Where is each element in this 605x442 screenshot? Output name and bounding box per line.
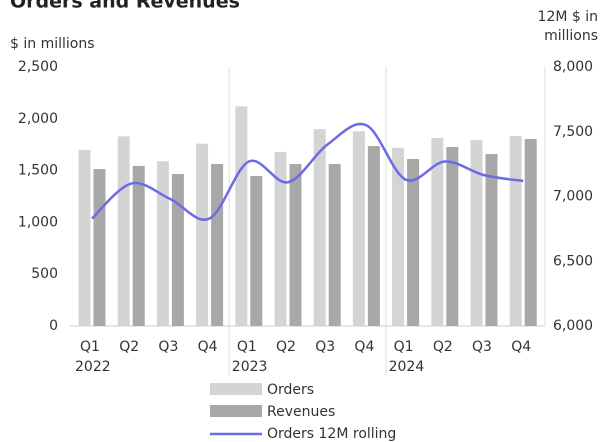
y-tick-label: 500 (31, 266, 58, 282)
bar (117, 136, 130, 326)
y-axis-label: $ in millions (10, 36, 95, 52)
x-tick-label: Q3 (315, 339, 335, 355)
y2-tick-label: 7,000 (553, 189, 593, 205)
x-tick-label: Q3 (158, 339, 178, 355)
y-tick-label: 2,000 (18, 111, 58, 127)
bar (132, 165, 145, 326)
bar (250, 175, 263, 326)
bar (328, 163, 341, 326)
bar (93, 169, 106, 326)
x-tick-label: Q4 (511, 339, 531, 355)
x-tick-label: Q1 (237, 339, 257, 355)
y2-tick-label: 8,000 (553, 59, 593, 75)
bar (196, 143, 209, 326)
bar (407, 158, 420, 326)
legend-swatch (210, 405, 262, 417)
y-tick-label: 0 (49, 318, 58, 334)
x-tick-label: Q2 (276, 339, 296, 355)
y2-axis-label: 12M $ in (538, 9, 598, 25)
bar (509, 135, 522, 326)
bar (289, 163, 302, 326)
bar (392, 147, 405, 326)
x-tick-label: Q4 (354, 339, 374, 355)
bar (156, 161, 169, 326)
bar (431, 137, 444, 326)
x-tick-label: Q4 (198, 339, 218, 355)
x-group-label: 2024 (389, 359, 425, 375)
bar (367, 146, 380, 326)
bar (470, 140, 483, 326)
y2-tick-label: 7,500 (553, 124, 593, 140)
y-tick-label: 2,500 (18, 59, 58, 75)
x-tick-label: Q2 (119, 339, 139, 355)
x-tick-label: Q2 (433, 339, 453, 355)
bar (235, 106, 248, 326)
bar (274, 151, 287, 326)
y-tick-label: 1,000 (18, 214, 58, 230)
legend-label: Revenues (267, 404, 335, 420)
y-tick-label: 1,500 (18, 163, 58, 179)
bar (211, 163, 224, 326)
x-group-label: 2022 (75, 359, 111, 375)
bar (446, 146, 459, 326)
legend-label: Orders 12M rolling (267, 426, 396, 442)
x-tick-label: Q3 (472, 339, 492, 355)
bar (485, 154, 498, 326)
bar (78, 149, 91, 326)
y2-axis-label: millions (544, 28, 598, 44)
chart-title: Orders and Revenues (10, 0, 240, 13)
y2-tick-label: 6,000 (553, 318, 593, 334)
bar (524, 139, 537, 326)
x-group-label: 2023 (232, 359, 268, 375)
bar (313, 129, 326, 326)
y2-tick-label: 6,500 (553, 253, 593, 269)
legend-swatch (210, 383, 262, 395)
x-tick-label: Q1 (80, 339, 100, 355)
legend-label: Orders (267, 382, 314, 398)
x-tick-label: Q1 (394, 339, 414, 355)
bar (352, 131, 365, 326)
bar (171, 174, 184, 326)
line (91, 122, 524, 221)
